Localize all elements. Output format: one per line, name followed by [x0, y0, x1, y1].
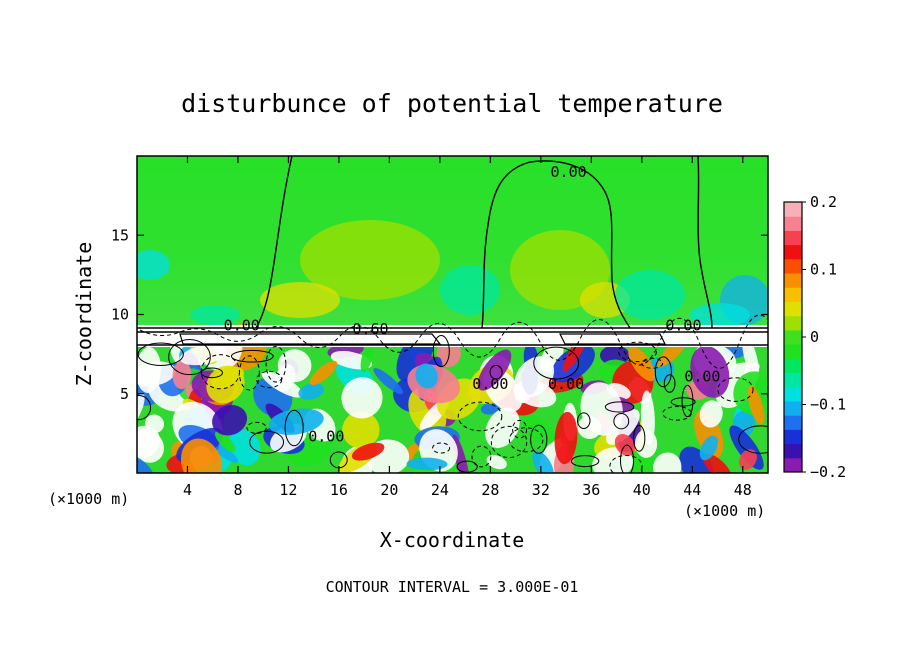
x-tick-label: 36 [582, 481, 600, 499]
colorbar-swatch [784, 287, 802, 302]
contour-labels: 0.00 0.00 0.60 0.00 0.00 0.00 0.00 0.00 [224, 163, 721, 446]
x-axis: 4 8 12 16 20 24 28 32 36 40 44 48 [183, 156, 752, 499]
lower-contours [137, 335, 768, 473]
y-tick-label: 15 [111, 226, 129, 244]
plot-area [137, 156, 768, 473]
colorbar-swatch [784, 216, 802, 231]
contour-label: 0.00 [665, 317, 701, 335]
colorbar-swatch [784, 358, 802, 374]
colorbar-swatch [784, 230, 802, 246]
x-tick-label: 24 [431, 481, 449, 499]
colorbar-swatch [784, 386, 802, 402]
colorbar-swatch [784, 329, 802, 345]
contour-label: 0.00 [551, 163, 587, 181]
colorbar-swatch [784, 315, 802, 331]
colorbar-tick-label: 0.1 [810, 261, 837, 279]
x-tick-label: 32 [532, 481, 550, 499]
x-tick-label: 40 [633, 481, 651, 499]
lower-layer-field [137, 324, 768, 473]
colorbar-swatch [784, 415, 802, 430]
colorbar-swatch [784, 372, 802, 388]
colorbar-swatch [784, 273, 802, 288]
x-tick-label: 48 [734, 481, 752, 499]
y-axis-title: Z-coordinate [72, 242, 96, 387]
y-tick-label: 5 [120, 385, 129, 403]
upper-contours [255, 156, 713, 329]
colorbar-tick-label: −0.2 [810, 463, 846, 481]
contour-interval-note: CONTOUR INTERVAL = 3.000E-01 [326, 578, 579, 596]
colorbar-tick-label: −0.1 [810, 396, 846, 414]
contour-label: 0.00 [548, 375, 584, 393]
contour-label: 0.60 [352, 320, 388, 338]
x-tick-label: 28 [481, 481, 499, 499]
colorbar-swatch [784, 202, 802, 217]
x-tick-label: 12 [279, 481, 297, 499]
x-tick-label: 4 [183, 481, 192, 499]
x-tick-label: 20 [380, 481, 398, 499]
colorbar-swatch [784, 301, 802, 317]
x-tick-label: 16 [330, 481, 348, 499]
y-axis: 5 10 15 [111, 226, 768, 403]
x-tick-label: 8 [233, 481, 242, 499]
colorbar-swatch [784, 457, 802, 473]
contour-label: 0.00 [472, 375, 508, 393]
contour-label: 0.00 [224, 317, 260, 335]
x-tick-label: 44 [683, 481, 701, 499]
colorbar-swatch [784, 258, 802, 274]
colorbar-tick-label: 0.2 [810, 193, 837, 211]
colorbar-swatch [784, 429, 802, 445]
x-axis-title: X-coordinate [380, 528, 525, 552]
colorbar-swatch [784, 244, 802, 260]
contour-label: 0.00 [684, 367, 720, 385]
contour-label: 0.00 [308, 428, 344, 446]
colorbar: 0.2 0.1 0 −0.1 −0.2 [783, 193, 846, 481]
colorbar-swatch [784, 344, 802, 359]
colorbar-swatch [784, 400, 802, 416]
x-unit-label-right: (×1000 m) [684, 502, 765, 520]
colorbar-tick-label: 0 [810, 328, 819, 346]
upper-layer-anomalies [137, 220, 768, 327]
y-tick-label: 10 [111, 306, 129, 324]
x-unit-label-left: (×1000 m) [48, 490, 129, 508]
chart-title: disturbunce of potential temperature [181, 89, 723, 118]
inversion-band [137, 314, 768, 369]
colorbar-swatch [784, 443, 802, 459]
